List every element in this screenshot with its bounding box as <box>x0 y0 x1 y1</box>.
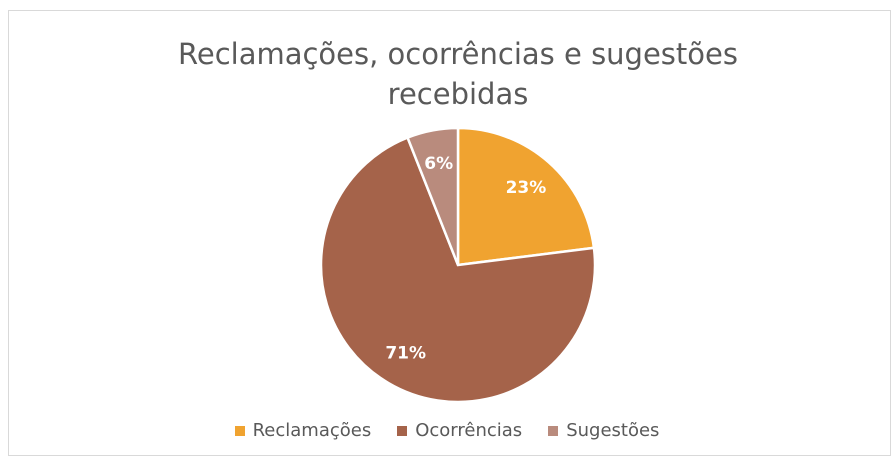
chart-title: Reclamações, ocorrências e sugestões rec… <box>178 37 738 111</box>
legend-label: Sugestões <box>566 420 660 441</box>
data-label: 6% <box>424 154 453 174</box>
pie-slice <box>405 126 460 266</box>
legend-swatch <box>234 425 245 436</box>
legend: Reclamações Ocorrências Sugestões <box>0 420 894 441</box>
legend-item: Ocorrências <box>397 420 522 441</box>
legend-label: Reclamações <box>252 420 372 441</box>
data-label: 23% <box>506 178 547 198</box>
legend-item: Sugestões <box>548 420 659 441</box>
pie-slice <box>456 126 596 267</box>
chart-frame <box>8 10 891 456</box>
legend-label: Ocorrências <box>415 420 523 441</box>
pie-slice <box>319 135 597 404</box>
legend-swatch <box>548 425 559 436</box>
legend-item: Reclamações <box>234 420 372 441</box>
data-label: 71% <box>385 343 426 363</box>
legend-swatch <box>397 425 408 436</box>
